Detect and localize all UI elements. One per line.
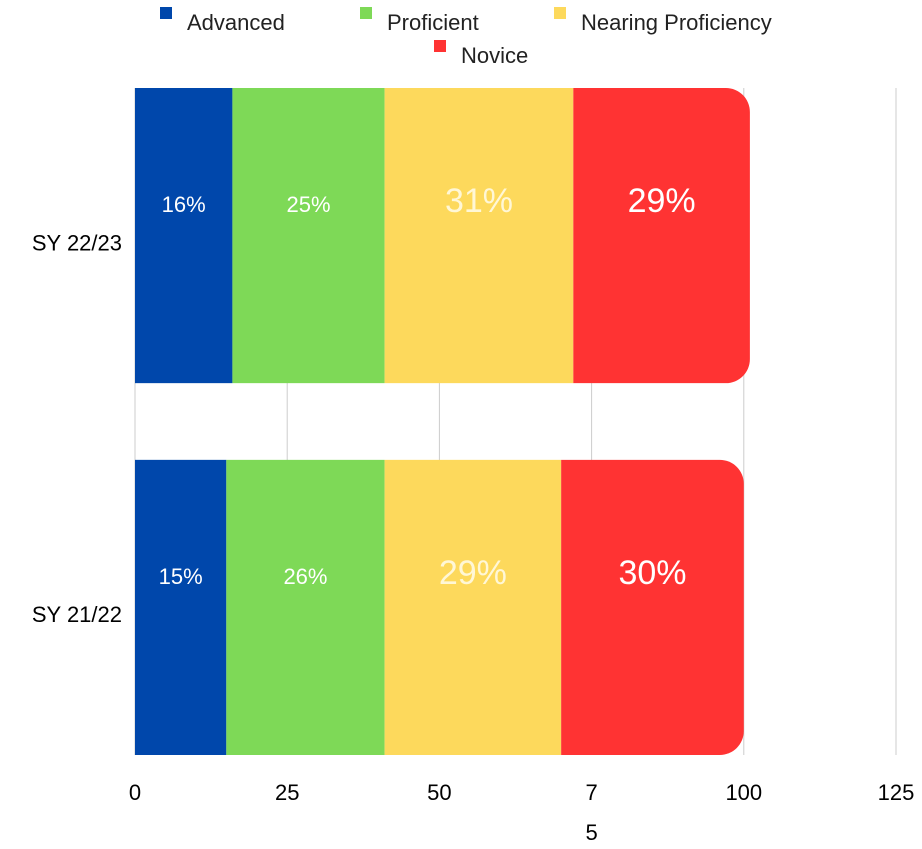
data-labels: 16% 25% 31% 29% 15% 26% 29% 30% bbox=[159, 182, 696, 592]
x-tick-label-75-line2: 5 bbox=[585, 820, 597, 845]
legend-swatch-proficient bbox=[360, 7, 372, 19]
data-label-proficient-sy-22-23: 25% bbox=[286, 192, 330, 217]
x-tick-label-75: 7 bbox=[585, 780, 597, 805]
legend-label-novice: Novice bbox=[461, 43, 528, 68]
data-label-advanced-sy-22-23: 16% bbox=[162, 192, 206, 217]
x-tick-label-125: 125 bbox=[878, 780, 915, 805]
bar-nearing-proficiency-sy-22-23 bbox=[384, 88, 574, 384]
legend-label-nearing-proficiency: Nearing Proficiency bbox=[581, 10, 772, 35]
legend-label-advanced: Advanced bbox=[187, 10, 285, 35]
category-label-sy-21-22: SY 21/22 bbox=[32, 602, 122, 627]
bar-advanced-sy-22-23 bbox=[135, 88, 233, 384]
data-label-nearing-proficiency-sy-21-22: 29% bbox=[439, 554, 507, 592]
legend-swatch-novice bbox=[434, 40, 446, 52]
bar-proficient-sy-22-23 bbox=[232, 88, 385, 384]
legend: Advanced Proficient Nearing Proficiency Nov… bbox=[160, 7, 772, 68]
data-label-advanced-sy-21-22: 15% bbox=[159, 564, 203, 589]
data-label-novice-sy-22-23: 29% bbox=[628, 182, 696, 220]
bar-nearing-proficiency-sy-21-22 bbox=[384, 459, 562, 755]
category-labels: SY 22/23 SY 21/22 bbox=[32, 230, 122, 627]
data-label-nearing-proficiency-sy-22-23: 31% bbox=[445, 182, 513, 220]
bar-proficient-sy-21-22 bbox=[226, 459, 385, 755]
legend-label-proficient: Proficient bbox=[387, 10, 479, 35]
x-tick-label-0: 0 bbox=[129, 780, 141, 805]
category-label-sy-22-23: SY 22/23 bbox=[32, 230, 122, 255]
bar-novice-sy-21-22 bbox=[561, 459, 744, 755]
legend-swatch-nearing-proficiency bbox=[554, 7, 566, 19]
data-label-novice-sy-21-22: 30% bbox=[618, 554, 686, 592]
legend-swatch-advanced bbox=[160, 7, 172, 19]
bar-novice-sy-22-23 bbox=[573, 88, 750, 384]
x-tick-label-25: 25 bbox=[275, 780, 299, 805]
x-tick-label-100: 100 bbox=[725, 780, 762, 805]
x-tick-label-50: 50 bbox=[427, 780, 451, 805]
data-label-proficient-sy-21-22: 26% bbox=[283, 564, 327, 589]
bars bbox=[135, 88, 750, 755]
bar-advanced-sy-21-22 bbox=[135, 459, 227, 755]
